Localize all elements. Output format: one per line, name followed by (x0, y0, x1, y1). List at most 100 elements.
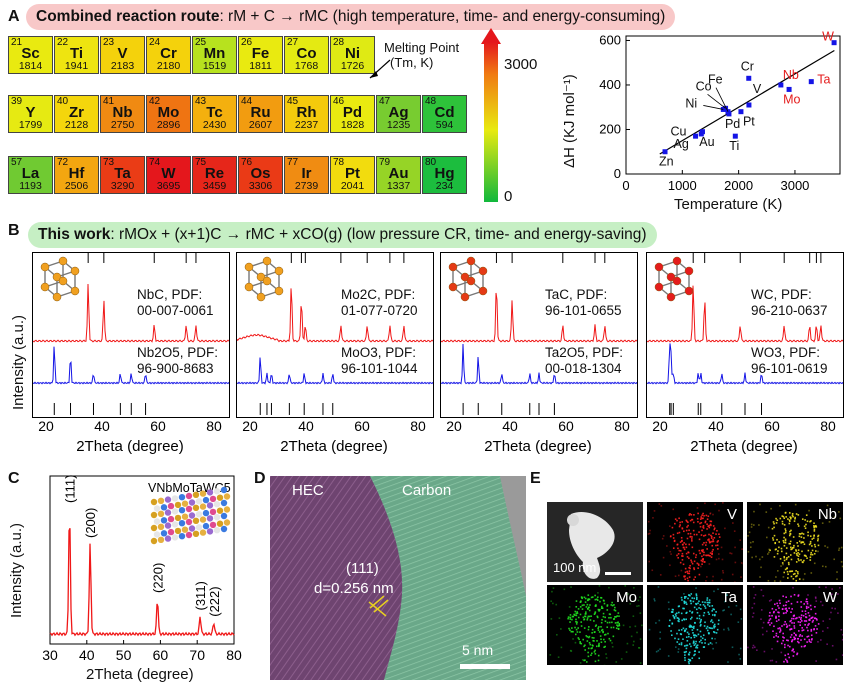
eds-dot (717, 548, 719, 550)
eds-dot (779, 602, 781, 605)
element-cell-tc: 43 Tc 2430 (192, 95, 237, 133)
eds-dot (685, 647, 688, 650)
melting-point-label: Melting Point (Tm, K) (384, 40, 459, 70)
eds-dot (799, 634, 802, 636)
element-cell-hf: 72 Hf 2506 (54, 156, 99, 194)
xrd-c-hkl-label: (220) (150, 563, 165, 593)
eds-dot (647, 520, 650, 523)
eds-dot (713, 608, 715, 611)
eds-dot (810, 634, 813, 637)
eds-dot (817, 550, 819, 553)
haadf-graphic (547, 502, 643, 582)
element-cell-pt: 78 Pt 2041 (330, 156, 375, 194)
eds-dot (795, 570, 797, 572)
hec-atom (164, 522, 172, 529)
eds-dot (688, 557, 690, 560)
colorbar (481, 28, 501, 202)
eds-dot (790, 570, 792, 573)
eds-dot (758, 524, 760, 526)
hec-atom (220, 499, 228, 507)
eds-dot (648, 560, 650, 563)
eds-dot (687, 597, 689, 600)
element-number: 74 (149, 157, 161, 168)
eds-dot (834, 607, 836, 610)
eds-dot (693, 514, 695, 516)
eds-dot (784, 512, 787, 514)
eds-dot (769, 624, 771, 626)
hec-atom (213, 501, 221, 508)
xrd-xtick-label: 40 (502, 418, 518, 434)
xrd-xlabel: 2Theta (degree) (484, 438, 592, 455)
eds-dot (704, 601, 706, 604)
eds-dot (712, 540, 715, 543)
crystal-atom (70, 266, 80, 276)
eds-dot (809, 520, 811, 523)
eds-dot (777, 570, 779, 572)
eds-dot (575, 620, 577, 623)
element-melting-point: 2430 (202, 119, 227, 131)
eds-dot (670, 630, 672, 632)
eds-dot (792, 546, 795, 549)
carbide-pdf-label: 96-210-0637 (751, 303, 828, 318)
eds-dot (685, 628, 688, 630)
eds-dot (830, 611, 832, 614)
eds-dot (709, 520, 712, 523)
xrd-c-xtick-label: 30 (42, 647, 58, 663)
eds-dot (759, 503, 761, 506)
eds-dot (796, 617, 798, 619)
eds-dot (617, 612, 620, 614)
eds-dot (705, 541, 708, 544)
eds-dot (688, 643, 691, 645)
eds-dot (717, 553, 720, 555)
eds-dot (647, 533, 650, 535)
eds-dot (806, 600, 809, 603)
eds-dot (798, 578, 801, 580)
panel-label-e: E (530, 470, 541, 487)
eds-dot (695, 533, 698, 536)
eds-dot (794, 572, 796, 575)
scatter-label-ag: Ag (674, 137, 689, 151)
eds-dot (793, 520, 796, 522)
eds-dot (699, 604, 702, 606)
eds-dot (583, 604, 585, 606)
eds-dot (576, 621, 578, 624)
eds-map-graphic (549, 585, 643, 665)
eds-dot (841, 654, 843, 656)
eds-dot (695, 587, 697, 589)
hec-atom (209, 508, 217, 516)
eds-dot (704, 521, 707, 524)
eds-dot (805, 514, 808, 516)
eds-dot (796, 601, 799, 603)
eds-dot (797, 637, 800, 640)
eds-dot (774, 542, 777, 545)
eds-dot (600, 638, 602, 641)
eds-dot (690, 559, 692, 562)
tem-scale-label: 5 nm (462, 642, 494, 658)
eds-dot (684, 629, 686, 632)
hec-atom (223, 493, 231, 500)
eds-dot (813, 525, 815, 527)
eds-dot (796, 571, 799, 573)
eds-dot (802, 629, 805, 631)
element-number: 41 (103, 96, 115, 107)
eds-dot (687, 635, 690, 638)
eds-dot (785, 607, 788, 610)
eds-dot (797, 594, 800, 596)
scatter-xtick-label: 3000 (780, 178, 809, 193)
eds-dot (588, 641, 591, 644)
eds-dot (711, 627, 713, 630)
eds-dot (768, 551, 770, 554)
eds-dot (697, 567, 699, 569)
eds-dot (733, 530, 736, 532)
eds-dot (721, 558, 724, 561)
eds-dot (677, 574, 680, 577)
eds-dot (693, 560, 696, 563)
eds-dot (683, 651, 686, 653)
eds-dot (596, 645, 598, 648)
eds-dot (574, 626, 576, 629)
eds-dot (577, 608, 580, 610)
eds-dot (788, 563, 790, 566)
element-symbol: Fe (251, 45, 270, 62)
eds-dot (588, 606, 590, 609)
eds-dot (780, 547, 783, 550)
